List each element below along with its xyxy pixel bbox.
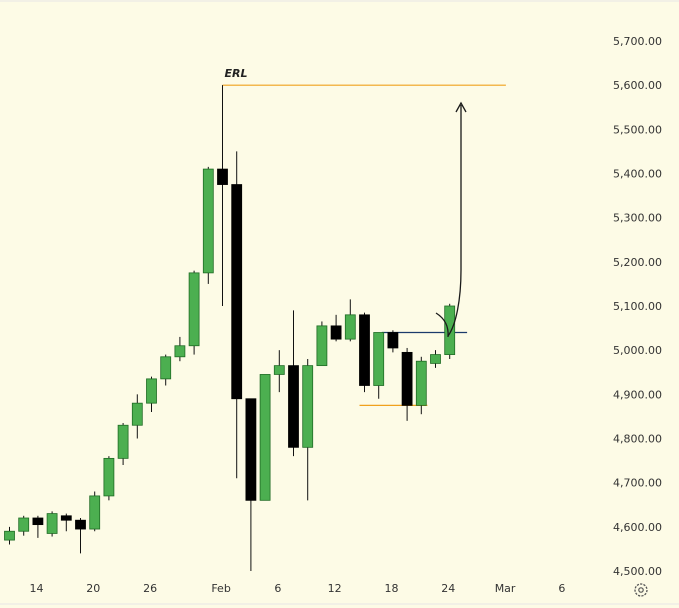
x-tick-label: 20 <box>86 582 100 595</box>
settings-icon[interactable] <box>634 583 648 597</box>
candle-bullish <box>103 457 115 497</box>
candle-bearish <box>217 168 228 185</box>
candle-bearish <box>288 365 299 448</box>
candle-bullish <box>202 168 214 274</box>
candle-bearish <box>32 517 44 526</box>
candle-bullish <box>46 513 58 534</box>
y-tick-label: 5,300.00 <box>613 212 662 225</box>
candle-bullish <box>89 495 101 530</box>
gear-icon-inner <box>638 587 644 593</box>
candles <box>4 85 456 571</box>
x-tick-label: Mar <box>495 582 516 595</box>
x-tick-label: 24 <box>441 582 455 595</box>
y-tick-label: 4,500.00 <box>613 565 662 578</box>
candle-bullish <box>188 272 200 347</box>
x-tick-label: 18 <box>384 582 398 595</box>
gear-icon-outer <box>634 583 648 597</box>
x-axis: 14 20 26 Feb 6 12 18 24 Mar 6 <box>29 582 565 595</box>
x-tick-label: 12 <box>328 582 342 595</box>
y-tick-label: 5,000.00 <box>613 344 662 357</box>
y-tick-label: 4,600.00 <box>613 521 662 534</box>
candle-bullish <box>4 530 15 541</box>
projection-arrowhead <box>455 101 467 113</box>
y-tick-label: 5,100.00 <box>613 300 662 313</box>
candle-bullish <box>259 374 271 501</box>
x-tick-label: 14 <box>29 582 43 595</box>
projection-drawing <box>435 101 467 338</box>
candle-bearish <box>245 398 257 501</box>
candle-bullish <box>18 517 30 532</box>
candle-bullish <box>373 332 385 386</box>
candle-bullish <box>273 365 285 375</box>
x-tick-label: 6 <box>558 582 565 595</box>
candle-bearish <box>387 332 399 349</box>
y-axis: 5,700.00 5,600.00 5,500.00 5,400.00 5,300.00… <box>613 35 662 578</box>
candle-bullish <box>302 365 314 448</box>
candle-bullish <box>344 314 356 340</box>
candle-bullish <box>160 356 172 380</box>
erl-label: ERL <box>225 67 248 80</box>
candle-bullish <box>131 402 143 426</box>
x-tick-label: 6 <box>274 582 281 595</box>
candle-bearish <box>401 351 413 406</box>
y-tick-label: 4,700.00 <box>613 477 662 490</box>
y-tick-label: 4,800.00 <box>613 433 662 446</box>
candle-bearish <box>60 515 72 521</box>
candle-bullish <box>316 325 328 367</box>
candle-bearish <box>359 314 370 386</box>
candle-bullish <box>430 354 441 364</box>
y-tick-label: 5,400.00 <box>613 168 662 181</box>
candle-bullish <box>174 345 186 358</box>
y-tick-label: 4,900.00 <box>613 388 662 401</box>
candle-bearish <box>75 519 86 530</box>
projection-hook-stroke <box>435 312 449 338</box>
candle-bullish <box>415 360 427 406</box>
candle-bullish <box>444 305 456 355</box>
x-tick-label: 26 <box>143 582 157 595</box>
y-tick-label: 5,500.00 <box>613 123 662 136</box>
candle-bullish <box>146 378 157 404</box>
y-tick-label: 5,600.00 <box>613 79 662 92</box>
projection-arrow <box>447 105 462 337</box>
candle-bullish <box>117 424 129 459</box>
x-tick-label: Feb <box>211 582 230 595</box>
y-tick-label: 5,700.00 <box>613 35 662 48</box>
candle-bearish <box>231 184 243 400</box>
candle-bearish <box>330 325 342 340</box>
y-tick-label: 5,200.00 <box>613 256 662 269</box>
